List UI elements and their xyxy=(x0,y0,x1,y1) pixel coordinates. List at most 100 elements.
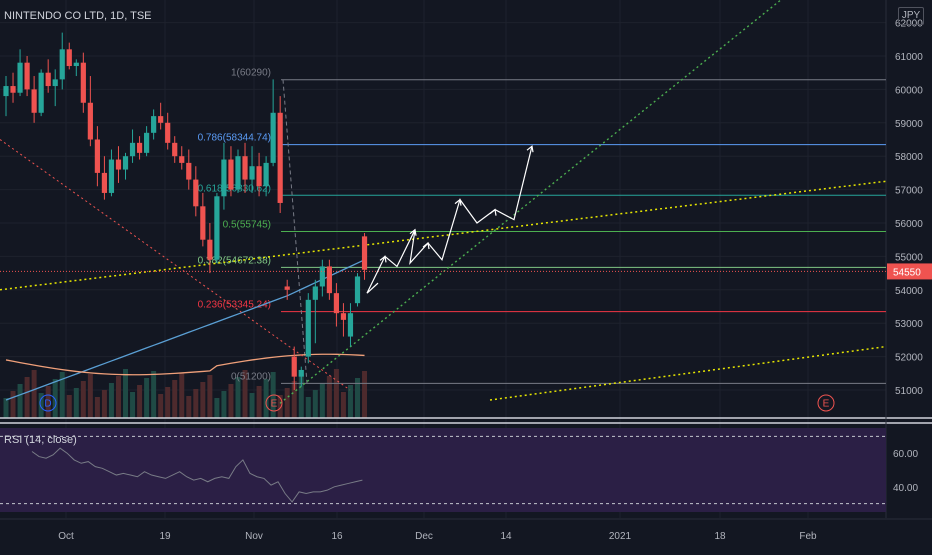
volume-bar xyxy=(87,374,93,418)
fib-level-label: 0.5(55745) xyxy=(223,220,271,231)
fib-level-label: 0.618(56830.62) xyxy=(198,183,271,194)
candle-body xyxy=(17,62,23,93)
projection-arrowhead xyxy=(526,145,534,153)
candle-body xyxy=(172,142,178,157)
candle-body xyxy=(319,266,325,287)
candle-body xyxy=(270,112,276,163)
candle-body xyxy=(347,313,354,337)
candle-body xyxy=(31,89,37,113)
event-marker-label: D xyxy=(44,399,51,410)
symbol-title: NINTENDO CO LTD, 1D, TSE xyxy=(4,10,152,22)
candle-body xyxy=(24,62,30,90)
time-tick-label: Dec xyxy=(415,531,433,542)
time-tick-label: 19 xyxy=(159,531,171,542)
candle-body xyxy=(10,86,16,93)
candle-body xyxy=(221,159,227,197)
candle-body xyxy=(207,239,213,260)
volume-bar xyxy=(200,382,206,418)
candle-body xyxy=(305,299,311,357)
moving-average-line xyxy=(5,353,365,376)
event-marker xyxy=(39,394,57,412)
volume-bar xyxy=(214,398,220,418)
volume-bar xyxy=(277,395,283,418)
projection-arrowhead xyxy=(422,241,430,250)
event-marker xyxy=(817,394,835,412)
rsi-band xyxy=(0,428,886,512)
volume-bar xyxy=(108,383,114,418)
volume-bar xyxy=(263,379,269,418)
volume-bar xyxy=(31,370,37,418)
candle-body xyxy=(291,356,297,377)
volume-bar xyxy=(347,385,353,418)
projection-arrowhead xyxy=(454,198,462,206)
trend-line xyxy=(0,180,887,291)
candle-body xyxy=(45,72,51,87)
volume-bar xyxy=(101,390,107,418)
volume-bar xyxy=(326,376,332,418)
event-marker xyxy=(265,394,283,412)
price-tick-label: 52000 xyxy=(895,353,923,364)
time-tick-label: Oct xyxy=(58,531,74,542)
volume-bar xyxy=(333,369,339,418)
volume-bar xyxy=(45,386,51,418)
price-tick-label: 60000 xyxy=(895,85,923,96)
time-tick-label: 18 xyxy=(714,531,726,542)
volume-bar xyxy=(10,391,16,418)
volume-bar xyxy=(186,396,192,418)
event-marker-label: E xyxy=(271,399,278,410)
volume-bar xyxy=(179,373,185,418)
volume-bar xyxy=(165,387,171,418)
candle-body xyxy=(144,132,150,153)
volume-bar xyxy=(319,383,325,418)
rsi-label: RSI (14, close) xyxy=(4,434,77,446)
fib-level-label: 0.236(53345.24) xyxy=(198,300,271,311)
candle-body xyxy=(312,286,318,300)
volume-bar xyxy=(291,381,297,418)
volume-bar xyxy=(193,389,199,418)
candle-body xyxy=(354,276,361,304)
price-tick-label: 55000 xyxy=(895,252,923,263)
candle-body xyxy=(59,49,65,80)
downtrend-line xyxy=(0,139,351,391)
candle-body xyxy=(249,166,255,180)
rsi-line xyxy=(31,447,363,503)
candle-body xyxy=(101,172,108,193)
volume-bar xyxy=(24,377,30,418)
projection-arrowhead xyxy=(379,255,387,263)
volume-bar xyxy=(305,397,311,418)
currency-button[interactable]: JPY xyxy=(898,7,924,25)
price-tick-label: 57000 xyxy=(895,186,923,197)
candle-body xyxy=(94,139,100,173)
candle-body xyxy=(3,86,9,97)
candle-body xyxy=(73,62,79,67)
time-tick-label: Nov xyxy=(245,531,263,542)
fib-level-label: 1(60290) xyxy=(231,68,271,79)
candle-body xyxy=(38,72,44,113)
last-price-label: 54550 xyxy=(893,267,921,278)
volume-bar xyxy=(130,392,136,418)
candle-body xyxy=(151,116,157,133)
candle-body xyxy=(361,236,368,270)
candle-body xyxy=(122,156,129,170)
candle-body xyxy=(66,49,72,67)
candle-body xyxy=(87,102,93,140)
projection-arrowhead xyxy=(489,208,497,216)
candle-body xyxy=(284,286,290,290)
volume-bar xyxy=(3,398,9,418)
price-tick-label: 58000 xyxy=(895,152,923,163)
candle-body xyxy=(129,142,136,157)
volume-bar xyxy=(235,377,241,418)
candle-body xyxy=(298,369,304,377)
time-tick-label: 14 xyxy=(500,531,512,542)
candle-body xyxy=(136,142,143,153)
moving-average-line xyxy=(5,259,365,401)
price-tick-label: 54000 xyxy=(895,286,923,297)
trend-line xyxy=(489,345,887,401)
volume-bar xyxy=(38,393,44,418)
candle-body xyxy=(193,179,199,207)
price-tick-label: 61000 xyxy=(895,52,923,63)
rsi-tick-label: 40.00 xyxy=(893,483,918,494)
candle-body xyxy=(326,266,332,294)
